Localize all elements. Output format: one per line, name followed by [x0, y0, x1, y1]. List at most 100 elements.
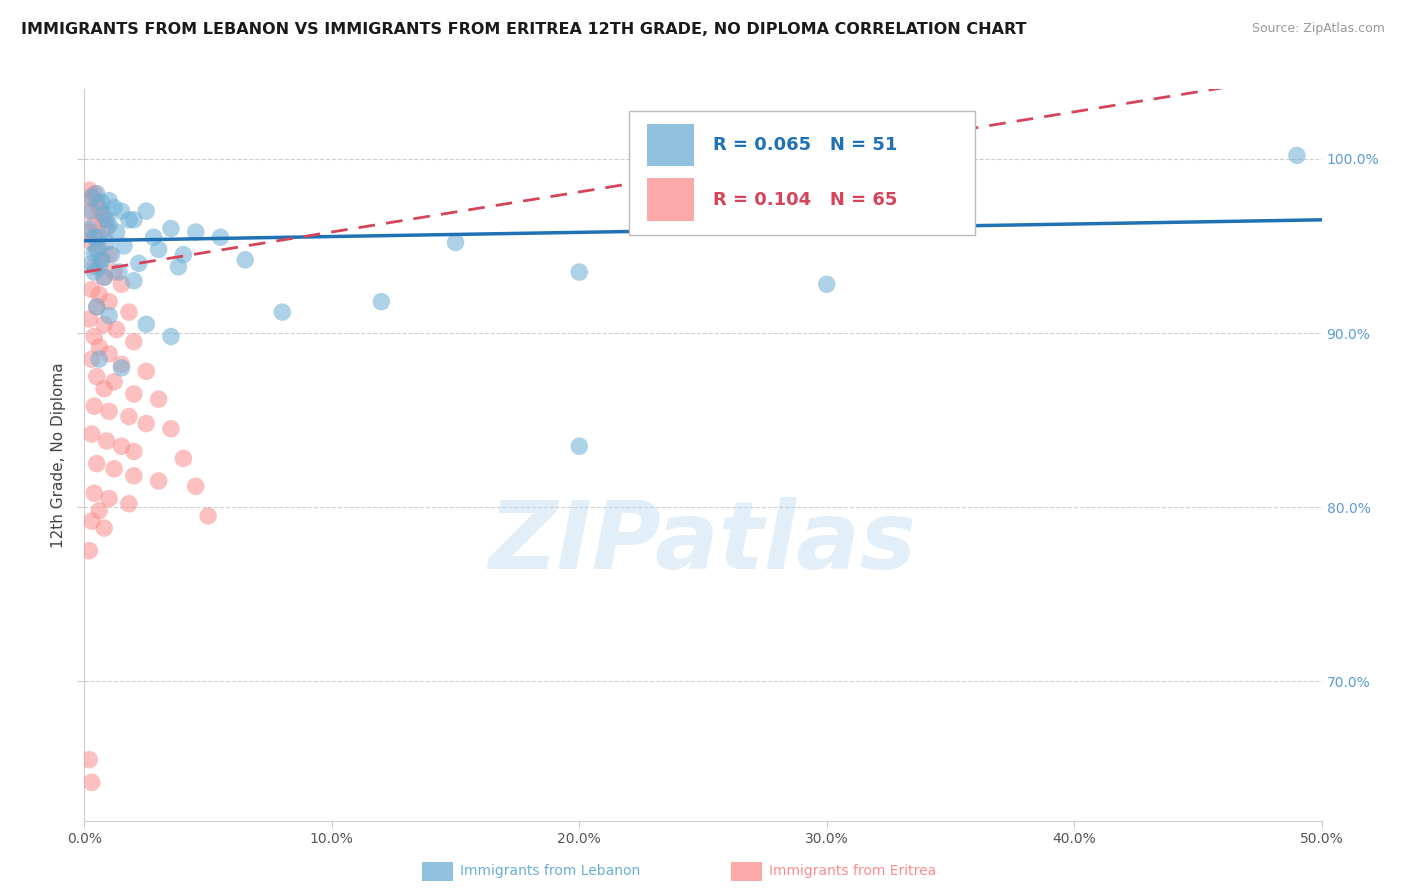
- Point: [135, 364, 157, 378]
- Point: [93, 208, 115, 222]
- Point: [100, 247, 122, 261]
- Point: [110, 357, 132, 371]
- Point: [110, 360, 132, 375]
- Point: [86, 195, 108, 210]
- Point: [93, 270, 115, 285]
- Point: [96, 221, 118, 235]
- Point: [148, 474, 170, 488]
- Point: [105, 225, 128, 239]
- Point: [96, 434, 118, 448]
- Point: [80, 256, 103, 270]
- Point: [90, 252, 112, 267]
- Point: [98, 404, 121, 418]
- Point: [122, 468, 145, 483]
- Point: [184, 225, 207, 239]
- Point: [122, 387, 145, 401]
- Point: [80, 190, 103, 204]
- Point: [118, 305, 141, 319]
- Point: [86, 243, 108, 257]
- Text: Immigrants from Eritrea: Immigrants from Eritrea: [769, 864, 936, 879]
- Point: [209, 230, 232, 244]
- Point: [110, 439, 132, 453]
- Point: [93, 521, 115, 535]
- Point: [96, 212, 118, 227]
- Point: [83, 186, 105, 201]
- Point: [80, 283, 103, 297]
- Point: [110, 204, 132, 219]
- Text: R = 0.104   N = 65: R = 0.104 N = 65: [713, 191, 897, 209]
- Point: [89, 201, 111, 215]
- Point: [80, 204, 103, 219]
- Point: [135, 417, 157, 431]
- Point: [1285, 148, 1308, 162]
- Point: [122, 212, 145, 227]
- Point: [83, 230, 105, 244]
- Point: [197, 508, 219, 523]
- Point: [568, 265, 591, 279]
- Point: [172, 451, 194, 466]
- Point: [271, 305, 294, 319]
- Point: [103, 265, 125, 279]
- Point: [93, 382, 115, 396]
- Point: [184, 479, 207, 493]
- Point: [98, 491, 121, 506]
- Point: [83, 329, 105, 343]
- Point: [80, 427, 103, 442]
- Point: [79, 183, 101, 197]
- Bar: [647, 178, 695, 221]
- Point: [90, 252, 112, 267]
- Point: [142, 230, 165, 244]
- Point: [233, 252, 256, 267]
- Point: [89, 340, 111, 354]
- Point: [568, 439, 591, 453]
- Point: [93, 318, 115, 332]
- Point: [79, 312, 101, 326]
- Point: [90, 208, 112, 222]
- Point: [80, 352, 103, 367]
- Point: [83, 265, 105, 279]
- Point: [93, 270, 115, 285]
- Point: [83, 260, 105, 274]
- Text: Source: ZipAtlas.com: Source: ZipAtlas.com: [1251, 22, 1385, 36]
- Text: IMMIGRANTS FROM LEBANON VS IMMIGRANTS FROM ERITREA 12TH GRADE, NO DIPLOMA CORREL: IMMIGRANTS FROM LEBANON VS IMMIGRANTS FR…: [21, 22, 1026, 37]
- Point: [122, 444, 145, 458]
- Point: [98, 294, 121, 309]
- Point: [83, 218, 105, 232]
- Point: [98, 194, 121, 208]
- Point: [128, 256, 150, 270]
- Point: [444, 235, 467, 250]
- Point: [98, 347, 121, 361]
- Point: [118, 212, 141, 227]
- Text: ZIPatlas: ZIPatlas: [489, 497, 917, 589]
- Point: [93, 212, 115, 227]
- Point: [103, 201, 125, 215]
- Point: [105, 322, 128, 336]
- Point: [83, 486, 105, 500]
- Point: [89, 230, 111, 244]
- Point: [98, 247, 121, 261]
- Point: [80, 190, 103, 204]
- Point: [160, 221, 183, 235]
- Point: [98, 218, 121, 232]
- Point: [86, 300, 108, 314]
- Point: [86, 369, 108, 384]
- Point: [135, 204, 157, 219]
- Point: [89, 243, 111, 257]
- Point: [118, 409, 141, 424]
- Point: [89, 503, 111, 517]
- Point: [110, 277, 132, 292]
- Point: [103, 375, 125, 389]
- Point: [160, 422, 183, 436]
- Point: [108, 265, 131, 279]
- Point: [172, 247, 194, 261]
- Point: [76, 204, 98, 219]
- Point: [89, 260, 111, 274]
- Point: [148, 243, 170, 257]
- Point: [89, 352, 111, 367]
- Point: [80, 235, 103, 250]
- Point: [79, 543, 101, 558]
- Point: [80, 775, 103, 789]
- Point: [86, 186, 108, 201]
- Point: [118, 497, 141, 511]
- Point: [98, 309, 121, 323]
